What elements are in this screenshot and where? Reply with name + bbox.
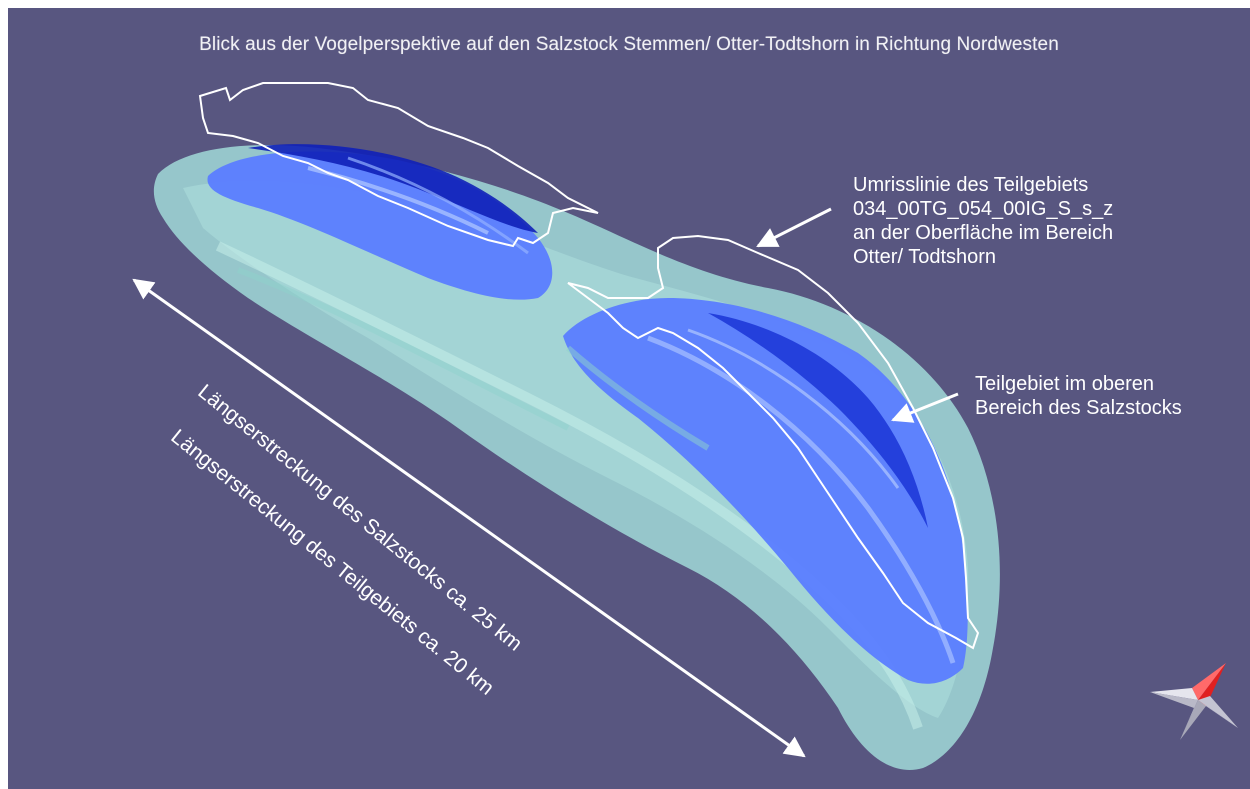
surface-outline-line — [198, 82, 599, 248]
salt-dome-3d-view — [132, 82, 1238, 770]
outline-annotation: Umrisslinie des Teilgebiets 034_00TG_054… — [853, 173, 1113, 269]
outline-pointer-arrow — [756, 207, 832, 248]
figure-canvas: Blick aus der Vogelperspektive auf den S… — [8, 8, 1250, 789]
outline-annotation-line: 034_00TG_054_00IG_S_s_z — [853, 198, 1114, 220]
subarea-pointer-arrow — [891, 392, 959, 423]
outline-annotation-line: Otter/ Todtshorn — [853, 246, 997, 268]
subarea-annotation-line: Teilgebiet im oberen — [975, 373, 1154, 395]
figure-title: Blick aus der Vogelperspektive auf den S… — [199, 34, 1059, 55]
extent-double-arrow — [132, 278, 806, 758]
subarea-annotation-line: Bereich des Salzstocks — [975, 397, 1182, 419]
outline-annotation-line: Umrisslinie des Teilgebiets — [853, 174, 1089, 196]
outline-annotation-line: an der Oberfläche im Bereich — [853, 222, 1114, 244]
north-arrow-icon — [1150, 663, 1238, 740]
subarea-annotation: Teilgebiet im oberen Bereich des Salzsto… — [975, 372, 1182, 420]
